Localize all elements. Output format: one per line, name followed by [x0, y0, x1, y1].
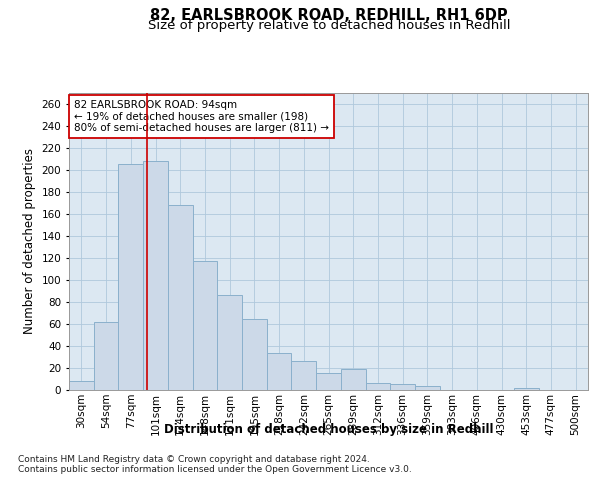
Bar: [94, 322, 118, 390]
Bar: [143, 161, 168, 390]
Bar: [390, 384, 415, 390]
Bar: [118, 164, 143, 390]
Bar: [365, 384, 390, 390]
Y-axis label: Number of detached properties: Number of detached properties: [23, 148, 36, 334]
Text: Distribution of detached houses by size in Redhill: Distribution of detached houses by size …: [164, 422, 494, 436]
Text: Contains public sector information licensed under the Open Government Licence v3: Contains public sector information licen…: [18, 466, 412, 474]
Bar: [415, 386, 440, 390]
Bar: [316, 374, 341, 390]
Text: Size of property relative to detached houses in Redhill: Size of property relative to detached ho…: [148, 19, 510, 32]
Bar: [292, 362, 316, 390]
Bar: [193, 261, 217, 390]
Bar: [168, 205, 193, 390]
Bar: [69, 381, 94, 390]
Text: Contains HM Land Registry data © Crown copyright and database right 2024.: Contains HM Land Registry data © Crown c…: [18, 456, 370, 464]
Bar: [514, 388, 539, 390]
Bar: [267, 352, 292, 390]
Text: 82, EARLSBROOK ROAD, REDHILL, RH1 6DP: 82, EARLSBROOK ROAD, REDHILL, RH1 6DP: [150, 8, 508, 22]
Bar: [341, 369, 365, 390]
Text: 82 EARLSBROOK ROAD: 94sqm
← 19% of detached houses are smaller (198)
80% of semi: 82 EARLSBROOK ROAD: 94sqm ← 19% of detac…: [74, 100, 329, 133]
Bar: [217, 295, 242, 390]
Bar: [242, 320, 267, 390]
